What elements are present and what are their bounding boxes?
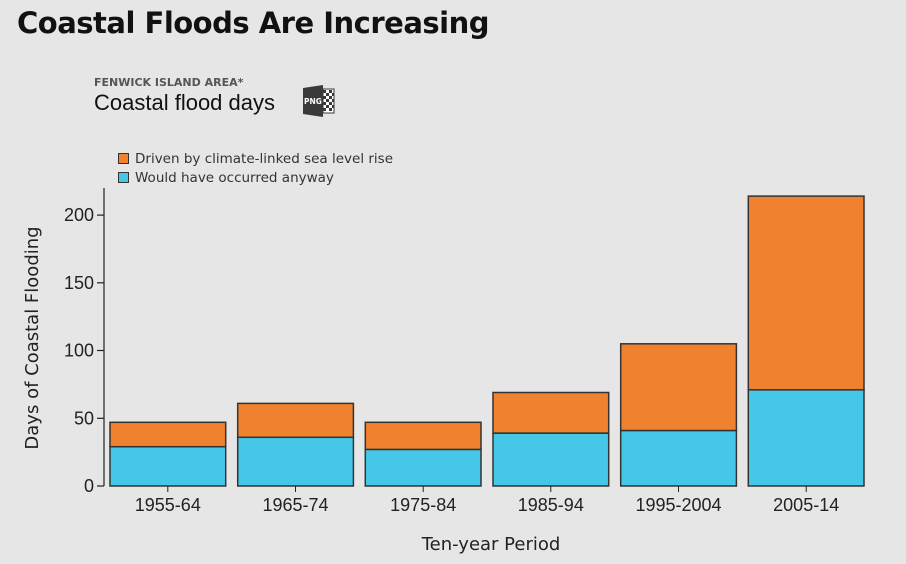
chart-kicker: FENWICK ISLAND AREA*	[94, 76, 244, 89]
bar-climate-1955-64	[109, 421, 227, 448]
x-tick-label: 2005-14	[773, 495, 839, 515]
y-tick-label: 100	[64, 341, 94, 361]
bar-climate-2005-14	[747, 195, 865, 391]
bar-climate-1995-2004	[619, 343, 738, 432]
x-tick-label: 1985-94	[518, 495, 584, 515]
bar-anyway-1985-94	[492, 432, 610, 487]
legend-swatch-anyway	[118, 172, 129, 183]
y-tick-label: 50	[74, 408, 94, 428]
y-axis-title: Days of Coastal Flooding	[22, 226, 43, 449]
page-title: Coastal Floods Are Increasing	[17, 6, 490, 40]
chart-title: Coastal flood days	[94, 90, 275, 115]
chart-legend: Driven by climate-linked sea level rise …	[118, 149, 393, 187]
legend-item-climate: Driven by climate-linked sea level rise	[118, 149, 393, 168]
bar-anyway-1955-64	[109, 445, 227, 487]
legend-swatch-climate	[118, 153, 129, 164]
x-axis-title: Ten-year Period	[421, 534, 561, 555]
legend-label-anyway: Would have occurred anyway	[135, 169, 334, 186]
legend-label-climate: Driven by climate-linked sea level rise	[135, 150, 394, 167]
x-tick-label: 1975-84	[390, 495, 456, 515]
x-tick-label: 1995-2004	[635, 495, 721, 515]
x-tick-label: 1965-74	[262, 495, 328, 515]
legend-item-anyway: Would have occurred anyway	[118, 168, 393, 187]
bar-climate-1965-74	[236, 402, 355, 439]
y-tick-label: 150	[64, 273, 94, 293]
bar-climate-1985-94	[492, 391, 610, 434]
bar-climate-1975-84	[364, 421, 482, 451]
y-tick-label: 0	[84, 476, 94, 496]
png-label: PNG	[304, 97, 322, 106]
y-tick-label: 200	[64, 205, 94, 225]
bar-anyway-2005-14	[747, 389, 865, 487]
x-tick-label: 1955-64	[135, 495, 201, 515]
bar-anyway-1995-2004	[619, 429, 738, 487]
bar-anyway-1965-74	[236, 436, 355, 487]
png-download-button[interactable]: PNG	[301, 85, 335, 117]
bar-anyway-1975-84	[364, 448, 482, 487]
